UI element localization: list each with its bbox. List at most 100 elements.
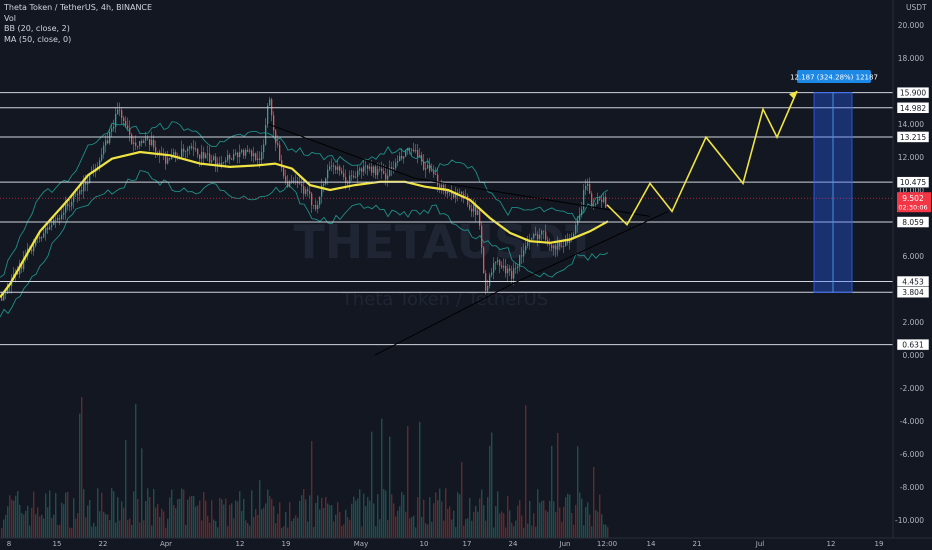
candle-body bbox=[595, 203, 597, 206]
volume-bar bbox=[335, 514, 337, 538]
volume-bar bbox=[395, 516, 397, 538]
current-price-tag[interactable] bbox=[897, 192, 931, 213]
candle-body bbox=[199, 154, 201, 159]
candle-body bbox=[547, 239, 549, 243]
volume-bar bbox=[85, 517, 87, 538]
volume-bar bbox=[377, 494, 379, 538]
candle-body bbox=[299, 183, 301, 185]
volume-bar bbox=[149, 497, 151, 538]
volume-bar bbox=[581, 498, 583, 538]
volume-bar bbox=[255, 509, 257, 538]
volume-bar bbox=[57, 524, 59, 538]
volume-bar bbox=[427, 524, 429, 538]
candle-body bbox=[211, 160, 213, 163]
projection-path[interactable] bbox=[606, 90, 798, 227]
volume-bar bbox=[205, 500, 207, 538]
candle-body bbox=[401, 156, 403, 159]
indicator-ma[interactable]: MA (50, close, 0) bbox=[4, 34, 72, 44]
candle-body bbox=[253, 153, 255, 157]
candle-body bbox=[89, 173, 91, 183]
candle-body bbox=[171, 155, 173, 160]
candle-body bbox=[327, 169, 329, 179]
candle-body bbox=[341, 170, 343, 174]
volume-bar bbox=[155, 507, 157, 538]
volume-bar bbox=[381, 418, 383, 538]
level-tag-label: 0.631 bbox=[902, 341, 924, 350]
volume-bar bbox=[51, 517, 53, 538]
volume-bar bbox=[237, 501, 239, 538]
volume-bar bbox=[265, 503, 267, 538]
price-scale-currency: USDT bbox=[906, 3, 927, 12]
candle-body bbox=[579, 215, 581, 221]
candle-body bbox=[363, 166, 365, 172]
candle-body bbox=[507, 268, 509, 274]
volume-bar bbox=[451, 519, 453, 538]
volume-bar bbox=[403, 494, 405, 538]
candle-body bbox=[435, 173, 437, 175]
candle-body bbox=[575, 224, 577, 234]
candle-body bbox=[135, 142, 137, 147]
candle-body bbox=[541, 230, 543, 235]
candle-body bbox=[361, 168, 363, 172]
candle-body bbox=[581, 209, 583, 216]
volume-bar bbox=[483, 505, 485, 538]
volume-bar bbox=[331, 505, 333, 538]
y-tick-label: 20.000 bbox=[898, 21, 924, 30]
candle-body bbox=[475, 205, 477, 216]
volume-bar bbox=[465, 519, 467, 538]
volume-bar bbox=[143, 520, 145, 538]
volume-bar bbox=[329, 505, 331, 538]
candle-body bbox=[277, 143, 279, 145]
candle-body bbox=[63, 212, 65, 215]
candle-body bbox=[405, 150, 407, 157]
candle-body bbox=[521, 255, 523, 257]
volume-bar bbox=[63, 504, 65, 538]
candle-body bbox=[319, 196, 321, 206]
x-tick-label: Apr bbox=[160, 540, 172, 548]
target-label-box[interactable] bbox=[797, 70, 871, 83]
volume-bar bbox=[517, 505, 519, 538]
volume-bar bbox=[129, 518, 131, 538]
candle-body bbox=[355, 176, 357, 178]
volume-bar bbox=[61, 502, 63, 538]
candle-body bbox=[105, 140, 107, 146]
candle-body bbox=[81, 190, 83, 192]
volume-bar bbox=[253, 516, 255, 538]
candle-body bbox=[61, 214, 63, 219]
indicator-bb[interactable]: BB (20, close, 2) bbox=[4, 24, 70, 33]
candle-body bbox=[497, 260, 499, 262]
x-tick-label: 8 bbox=[7, 540, 11, 548]
candle-body bbox=[597, 198, 599, 204]
volume-bar bbox=[389, 436, 391, 538]
candle-body bbox=[351, 175, 353, 177]
y-tick-label: 12.000 bbox=[898, 153, 924, 162]
candle-body bbox=[443, 184, 445, 192]
x-tick-label: Jul bbox=[755, 540, 765, 548]
volume-bar bbox=[573, 524, 575, 538]
volume-bar bbox=[317, 495, 319, 538]
volume-bar bbox=[199, 500, 201, 538]
candle-body bbox=[203, 152, 205, 159]
volume-bar bbox=[457, 492, 459, 538]
candle-body bbox=[501, 265, 503, 268]
volume-bar bbox=[463, 525, 465, 538]
candle-body bbox=[469, 204, 471, 209]
volume-bar bbox=[447, 508, 449, 538]
volume-bar bbox=[479, 498, 481, 538]
volume-bar bbox=[29, 525, 31, 538]
symbol-title[interactable]: Theta Token / TetherUS, 4h, BINANCE bbox=[4, 3, 153, 12]
volume-bar bbox=[327, 503, 329, 538]
level-tag-label: 15.900 bbox=[900, 89, 926, 98]
triangle-upper-line[interactable] bbox=[267, 123, 651, 217]
volume-bar bbox=[193, 495, 195, 538]
candle-body bbox=[147, 138, 149, 140]
candle-body bbox=[197, 148, 199, 155]
level-tag bbox=[896, 338, 930, 351]
volume-bar bbox=[397, 510, 399, 538]
volume-bar bbox=[603, 524, 605, 538]
triangle-lower-line[interactable] bbox=[374, 210, 669, 356]
candle-body bbox=[131, 134, 133, 144]
volume-bar bbox=[489, 445, 491, 538]
indicator-vol[interactable]: Vol bbox=[4, 13, 16, 23]
